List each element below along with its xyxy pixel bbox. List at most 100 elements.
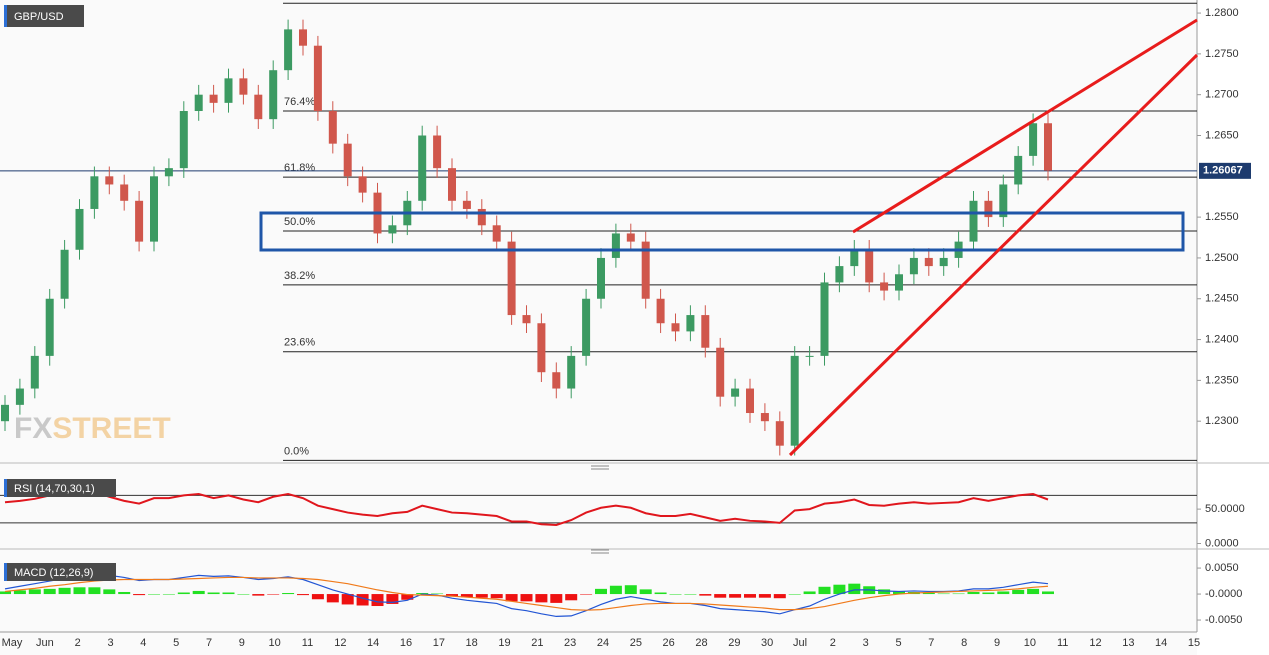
histogram-bar [595,588,607,595]
histogram-bar [162,594,175,595]
fib-label: 50.0% [284,216,315,228]
histogram-bar [118,591,131,595]
histogram-bar [922,593,935,595]
y-tick-label: 1.2350 [1205,374,1239,386]
candle-body [135,200,144,242]
candle-body [358,176,367,193]
candle-body [805,355,814,357]
rsi-title: RSI (14,70,30,1) [14,483,95,495]
histogram-bar [997,591,1010,595]
candle-body [537,323,546,373]
x-tick-label: Jun [36,637,54,649]
histogram-bar [311,594,324,600]
x-tick-label: May [2,637,23,649]
candle-body [448,168,456,201]
histogram-bar [431,593,444,595]
candle-body [626,233,635,242]
x-tick-label: 26 [663,637,675,649]
x-tick-label: 12 [334,637,346,649]
histogram-bar [252,594,265,596]
histogram-bar [699,594,712,596]
candle-body [328,111,337,144]
x-tick-label: 18 [466,637,478,649]
candle-body [999,184,1008,218]
histogram-bar [0,591,11,595]
range-box [259,211,1185,252]
y-tick-label: 0.0050 [1205,562,1239,574]
watermark: FXSTREET [14,412,171,445]
histogram-bar [103,589,116,595]
histogram-bar [788,594,801,595]
candle-body [820,282,829,356]
candle-body [1014,155,1023,185]
candle-body [1029,123,1038,156]
histogram-bar [177,592,190,595]
candle-body [641,241,650,299]
panel-grip[interactable] [591,465,609,470]
candle-body [969,200,978,242]
histogram-bar [535,594,548,603]
fib-label: 23.6% [284,337,315,349]
candle-body [120,184,129,201]
histogram-bar [237,594,250,595]
watermark-part: STREET [52,412,170,445]
histogram-bar [952,593,965,595]
histogram-bar [326,594,339,603]
candle-body [388,225,397,234]
candle-body [611,233,620,258]
candle-body [45,298,54,356]
candle-body [299,29,307,46]
x-tick-label: 10 [269,637,281,649]
candle-body [1,404,9,422]
histogram-bar [773,594,786,599]
chart-title: GBP/USD [14,11,64,23]
histogram-bar [580,594,593,595]
candle-body [164,168,173,177]
panel-grip[interactable] [591,549,609,554]
histogram-bar [684,594,697,595]
candle-body [239,78,248,95]
y-tick-label: 1.2700 [1205,89,1239,101]
macd-line [4,573,1049,618]
histogram-bar [282,593,295,595]
candle-body [418,135,427,201]
candle-body [477,208,486,226]
histogram-bar [371,594,384,607]
x-tick-label: 4 [140,637,146,649]
signal-line [4,576,1049,611]
histogram-bar [356,594,369,606]
candle-body [75,208,84,250]
candle-body [582,298,591,356]
candle-body [656,298,665,324]
x-tick-label: 24 [597,637,609,649]
candle-body [284,29,293,71]
histogram-bar [893,591,905,595]
y-tick-label: 1.2750 [1205,48,1239,60]
candle-body [179,111,188,169]
candle-body [775,421,784,446]
x-tick-label: 29 [728,637,740,649]
x-tick-label: 5 [895,637,901,649]
candle-body [924,257,933,267]
histogram-bar [565,594,578,601]
histogram-bar [341,594,354,605]
x-tick-label: 21 [531,637,543,649]
histogram-bar [475,594,488,598]
macd-title: MACD (12,26,9) [14,567,93,579]
histogram-bar [133,594,146,596]
x-tick-label: 5 [173,637,179,649]
candle-body [254,94,263,120]
histogram-bar [13,590,26,595]
x-tick-label: 16 [400,637,412,649]
x-tick-label: 15 [1188,637,1200,649]
x-tick-label: 9 [239,637,245,649]
x-tick-label: 19 [498,637,510,649]
candle-body [760,413,769,422]
x-tick-label: 11 [1057,637,1068,649]
fib-label: 61.8% [284,162,315,174]
y-tick-label: 1.2500 [1205,252,1239,264]
y-tick-label: 1.2800 [1205,7,1239,19]
trend-line [852,18,1198,234]
histogram-bar [639,589,652,595]
